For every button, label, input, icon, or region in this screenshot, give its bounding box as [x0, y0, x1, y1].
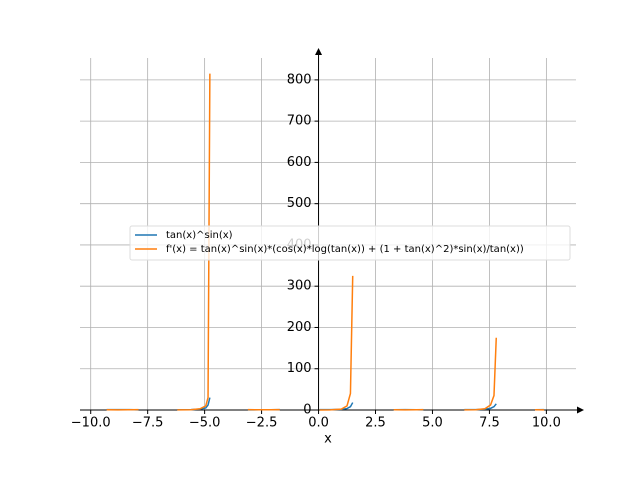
y-tick-label: 600 [287, 155, 312, 170]
series-line [106, 397, 545, 411]
x-tick-label: 0.0 [308, 416, 329, 431]
legend-box [129, 225, 571, 261]
series-line [106, 73, 545, 411]
y-tick-label: 500 [287, 196, 312, 211]
legend-label: f'(x) = tan(x)^sin(x)*(cos(x)*log(tan(x)… [166, 244, 524, 255]
x-tick-label: 5.0 [422, 416, 443, 431]
x-axis-arrow [577, 406, 584, 414]
y-tick-label: 100 [287, 361, 312, 376]
x-tick-label: −10.0 [71, 416, 111, 431]
y-tick-label: 800 [287, 72, 312, 87]
y-axis-arrow [315, 48, 323, 55]
legend: tan(x)^sin(x) f'(x) = tan(x)^sin(x)*(cos(… [129, 225, 571, 261]
x-tick-label: 10.0 [532, 416, 561, 431]
x-tick-label: −2.5 [246, 416, 278, 431]
legend-label: tan(x)^sin(x) [166, 230, 233, 241]
x-tick-label: −5.0 [189, 416, 221, 431]
y-tick-label: 300 [287, 279, 312, 294]
y-tick-label: 700 [287, 114, 312, 129]
x-tick-label: 2.5 [365, 416, 386, 431]
x-tick-label: −7.5 [132, 416, 164, 431]
x-tick-label: 7.5 [479, 416, 500, 431]
x-axis-label: x [324, 432, 332, 447]
y-tick-label: 200 [287, 320, 312, 335]
